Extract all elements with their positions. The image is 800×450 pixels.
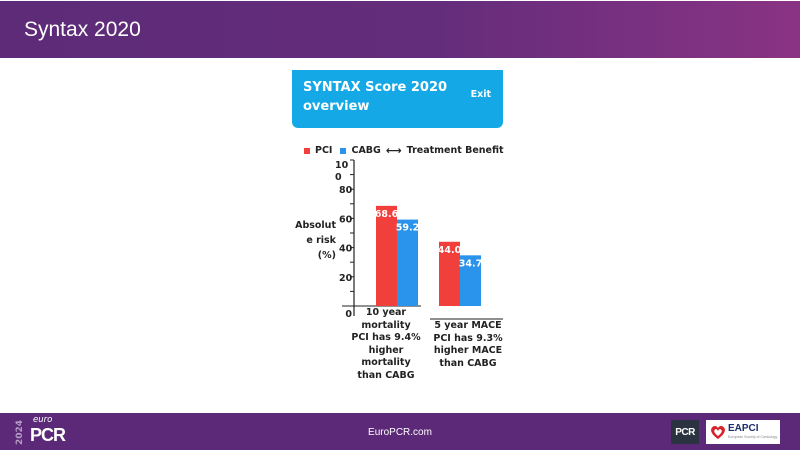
footer-bar — [0, 413, 800, 450]
bar-value-label: 34.7 — [459, 258, 482, 269]
pcr-logo: PCR — [671, 420, 699, 444]
year-vertical-label: 2024 — [15, 420, 25, 445]
y-tick-label: 0 — [335, 172, 342, 183]
y-tick-label: 80 — [339, 185, 353, 196]
bar-pci — [439, 241, 460, 306]
x-category-line: mortality — [361, 319, 411, 331]
bar-value-label: 44.0 — [438, 245, 462, 256]
svg-text:2024: 2024 — [15, 420, 25, 445]
exit-button[interactable]: Exit — [470, 89, 491, 100]
heart-icon — [711, 426, 725, 439]
bar-pci — [376, 205, 397, 306]
legend-pci: PCI — [315, 145, 333, 156]
y-axis-label: Absolute risk(%) — [295, 220, 336, 261]
x-category-1: 5 year MACE PCI has 9.3% higher MACE than C… — [430, 320, 506, 370]
y-tick-label: 40 — [339, 244, 353, 255]
pci-swatch — [304, 147, 310, 154]
eapci-logo: EAPCI European Society of Cardiology — [706, 420, 780, 444]
page-title: Syntax 2020 — [24, 18, 141, 41]
bar-value-label: 59.2 — [396, 223, 419, 234]
y-tick-label: 10 — [335, 160, 349, 171]
x-category-line: PCI has 9.4% — [351, 332, 421, 343]
footer-url[interactable]: EuroPCR.com — [368, 427, 432, 438]
x-category-line: higher — [368, 344, 404, 356]
card-header: SYNTAX Score 2020 overview Exit — [292, 70, 503, 128]
chart-legend: PCI CABG ⟷ Treatment Benefit — [304, 144, 504, 157]
eapci-text: EAPCI — [728, 423, 759, 434]
y-tick-label: 60 — [339, 214, 353, 225]
x-category-0: 10 year mortality PCI has 9.4% higher mortal… — [350, 307, 422, 382]
legend-benefit: Treatment Benefit — [406, 145, 504, 156]
x-category-line: mortality — [361, 357, 411, 368]
x-category-line: 5 year MACE — [434, 320, 502, 331]
bar-value-label: 68.6 — [375, 209, 399, 220]
x-category-line: 10 year — [365, 307, 407, 318]
x-category-line: than CABG — [439, 357, 497, 369]
double-arrow-icon: ⟷ — [385, 144, 402, 157]
x-category-line: than CABG — [357, 369, 415, 381]
x-category-line: higher MACE — [433, 345, 503, 356]
x-category-line: PCI has 9.3% — [433, 332, 503, 344]
legend-cabg: CABG — [351, 145, 381, 156]
card-title: SYNTAX Score 2020 overview — [303, 80, 448, 114]
cabg-swatch — [340, 147, 347, 154]
header-bar: Syntax 2020 — [0, 1, 800, 58]
eapci-subtext: European Society of Cardiology — [728, 435, 778, 439]
bar-cabg — [460, 255, 481, 306]
euro-text: euro — [33, 415, 53, 425]
bar-cabg — [397, 219, 418, 306]
y-tick-label: 20 — [339, 273, 353, 284]
europcr-logo: PCR — [30, 425, 66, 445]
